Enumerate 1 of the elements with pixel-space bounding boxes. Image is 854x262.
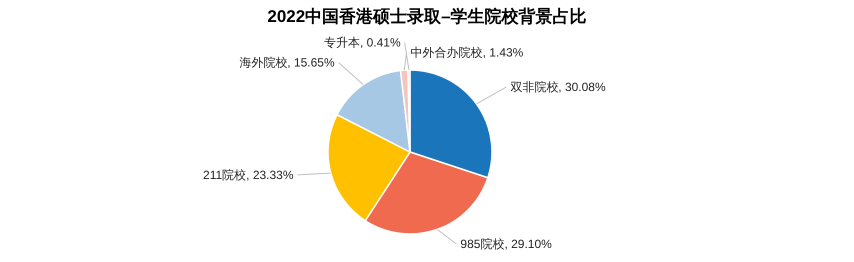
title: 2022中国香港硕士录取–学生院校背景占比	[267, 7, 587, 26]
